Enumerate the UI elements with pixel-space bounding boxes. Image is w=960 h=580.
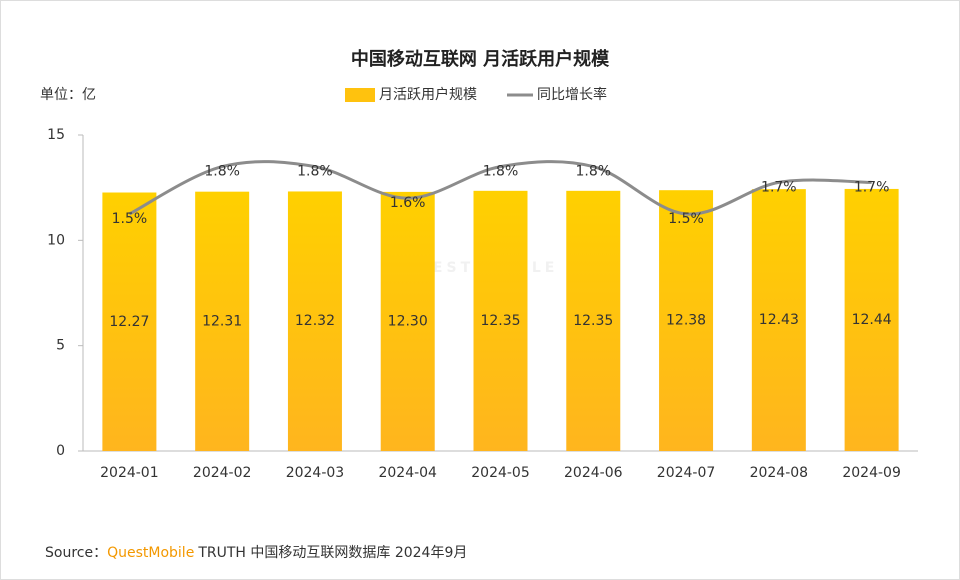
bar bbox=[659, 190, 714, 451]
x-tick-label: 2024-07 bbox=[657, 465, 716, 481]
legend-swatch bbox=[345, 88, 375, 102]
x-tick-label: 2024-06 bbox=[564, 465, 623, 481]
legend-label: 月活跃用户规模 bbox=[379, 86, 477, 103]
bar-value-label: 12.44 bbox=[852, 312, 892, 328]
legend-label: 同比增长率 bbox=[537, 86, 607, 103]
y-tick-label: 0 bbox=[56, 443, 65, 459]
line-value-label: 1.5% bbox=[112, 211, 148, 227]
line-value-label: 1.7% bbox=[854, 179, 890, 195]
bar bbox=[473, 190, 528, 451]
x-tick-label: 2024-03 bbox=[286, 465, 345, 481]
bar-value-label: 12.32 bbox=[295, 313, 335, 329]
bar-value-label: 12.35 bbox=[573, 313, 613, 329]
line-value-label: 1.5% bbox=[668, 211, 704, 227]
y-tick-label: 10 bbox=[47, 232, 65, 248]
x-tick-label: 2024-08 bbox=[750, 465, 809, 481]
line-value-label: 1.8% bbox=[204, 164, 240, 180]
bar bbox=[380, 191, 435, 451]
line-value-label: 1.8% bbox=[297, 164, 333, 180]
bar-value-label: 12.38 bbox=[666, 313, 706, 329]
unit-label: 单位：亿 bbox=[40, 87, 96, 103]
bar-value-label: 12.35 bbox=[480, 313, 520, 329]
bar-value-label: 12.27 bbox=[109, 314, 149, 330]
bar bbox=[844, 188, 899, 451]
source-text: TRUTH 中国移动互联网数据库 2024年9月 bbox=[197, 545, 467, 561]
source-label: Source： bbox=[45, 545, 107, 561]
source: Source：QuestMobile TRUTH 中国移动互联网数据库 2024年… bbox=[45, 545, 467, 561]
y-tick-label: 15 bbox=[47, 127, 65, 143]
bar bbox=[751, 189, 806, 451]
bar bbox=[195, 191, 250, 452]
line-value-label: 1.6% bbox=[390, 195, 426, 211]
bar bbox=[566, 190, 621, 451]
bar bbox=[102, 192, 157, 451]
line bbox=[128, 160, 872, 216]
bar-value-label: 12.43 bbox=[759, 312, 799, 328]
bar-value-label: 12.31 bbox=[202, 313, 242, 329]
x-tick-label: 2024-04 bbox=[378, 465, 437, 481]
line-value-label: 1.7% bbox=[761, 179, 797, 195]
y-tick-label: 5 bbox=[56, 338, 65, 354]
line-value-label: 1.8% bbox=[483, 164, 519, 180]
chart-title: 中国移动互联网 月活跃用户规模 bbox=[351, 48, 610, 70]
line-value-label: 1.8% bbox=[575, 164, 611, 180]
x-tick-label: 2024-09 bbox=[842, 465, 901, 481]
bar-value-label: 12.30 bbox=[388, 313, 428, 329]
x-tick-label: 2024-02 bbox=[193, 465, 252, 481]
bar bbox=[287, 191, 342, 451]
x-tick-label: 2024-01 bbox=[100, 465, 159, 481]
x-tick-label: 2024-05 bbox=[471, 465, 530, 481]
source-brand: QuestMobile bbox=[107, 545, 194, 561]
